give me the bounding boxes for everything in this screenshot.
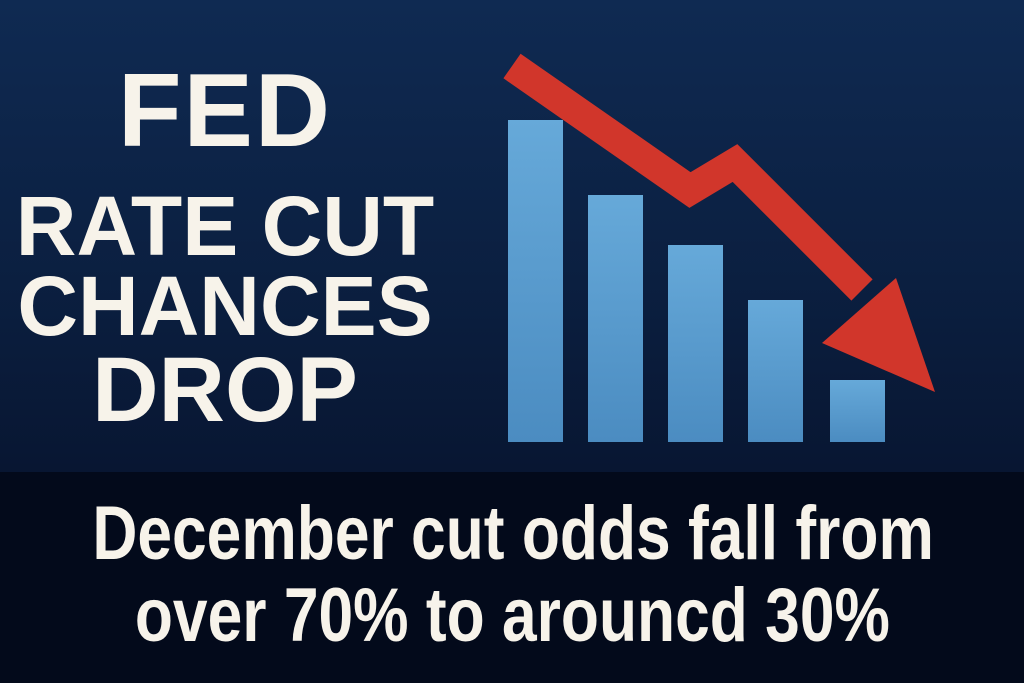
headline-line-4: DROP bbox=[92, 339, 358, 441]
subtitle-band bbox=[0, 472, 1024, 683]
headline-line-3: CHANCES bbox=[17, 259, 433, 353]
subtitle-line-1: December cut odds fall from bbox=[0, 490, 1024, 577]
bar-4 bbox=[748, 300, 803, 442]
subtitle-text-2: over 70% to arouncd 30% bbox=[134, 573, 890, 658]
subtitle-line-2: over 70% to arouncd 30% bbox=[0, 572, 1024, 659]
headline-line-1: FED bbox=[118, 53, 332, 169]
bar-3 bbox=[668, 245, 723, 442]
bar-1 bbox=[508, 120, 563, 442]
bar-2 bbox=[588, 195, 643, 442]
headline-line-2: RATE CUT bbox=[15, 179, 435, 273]
bar-5 bbox=[830, 380, 885, 442]
subtitle-text-1: December cut odds fall from bbox=[92, 491, 934, 576]
